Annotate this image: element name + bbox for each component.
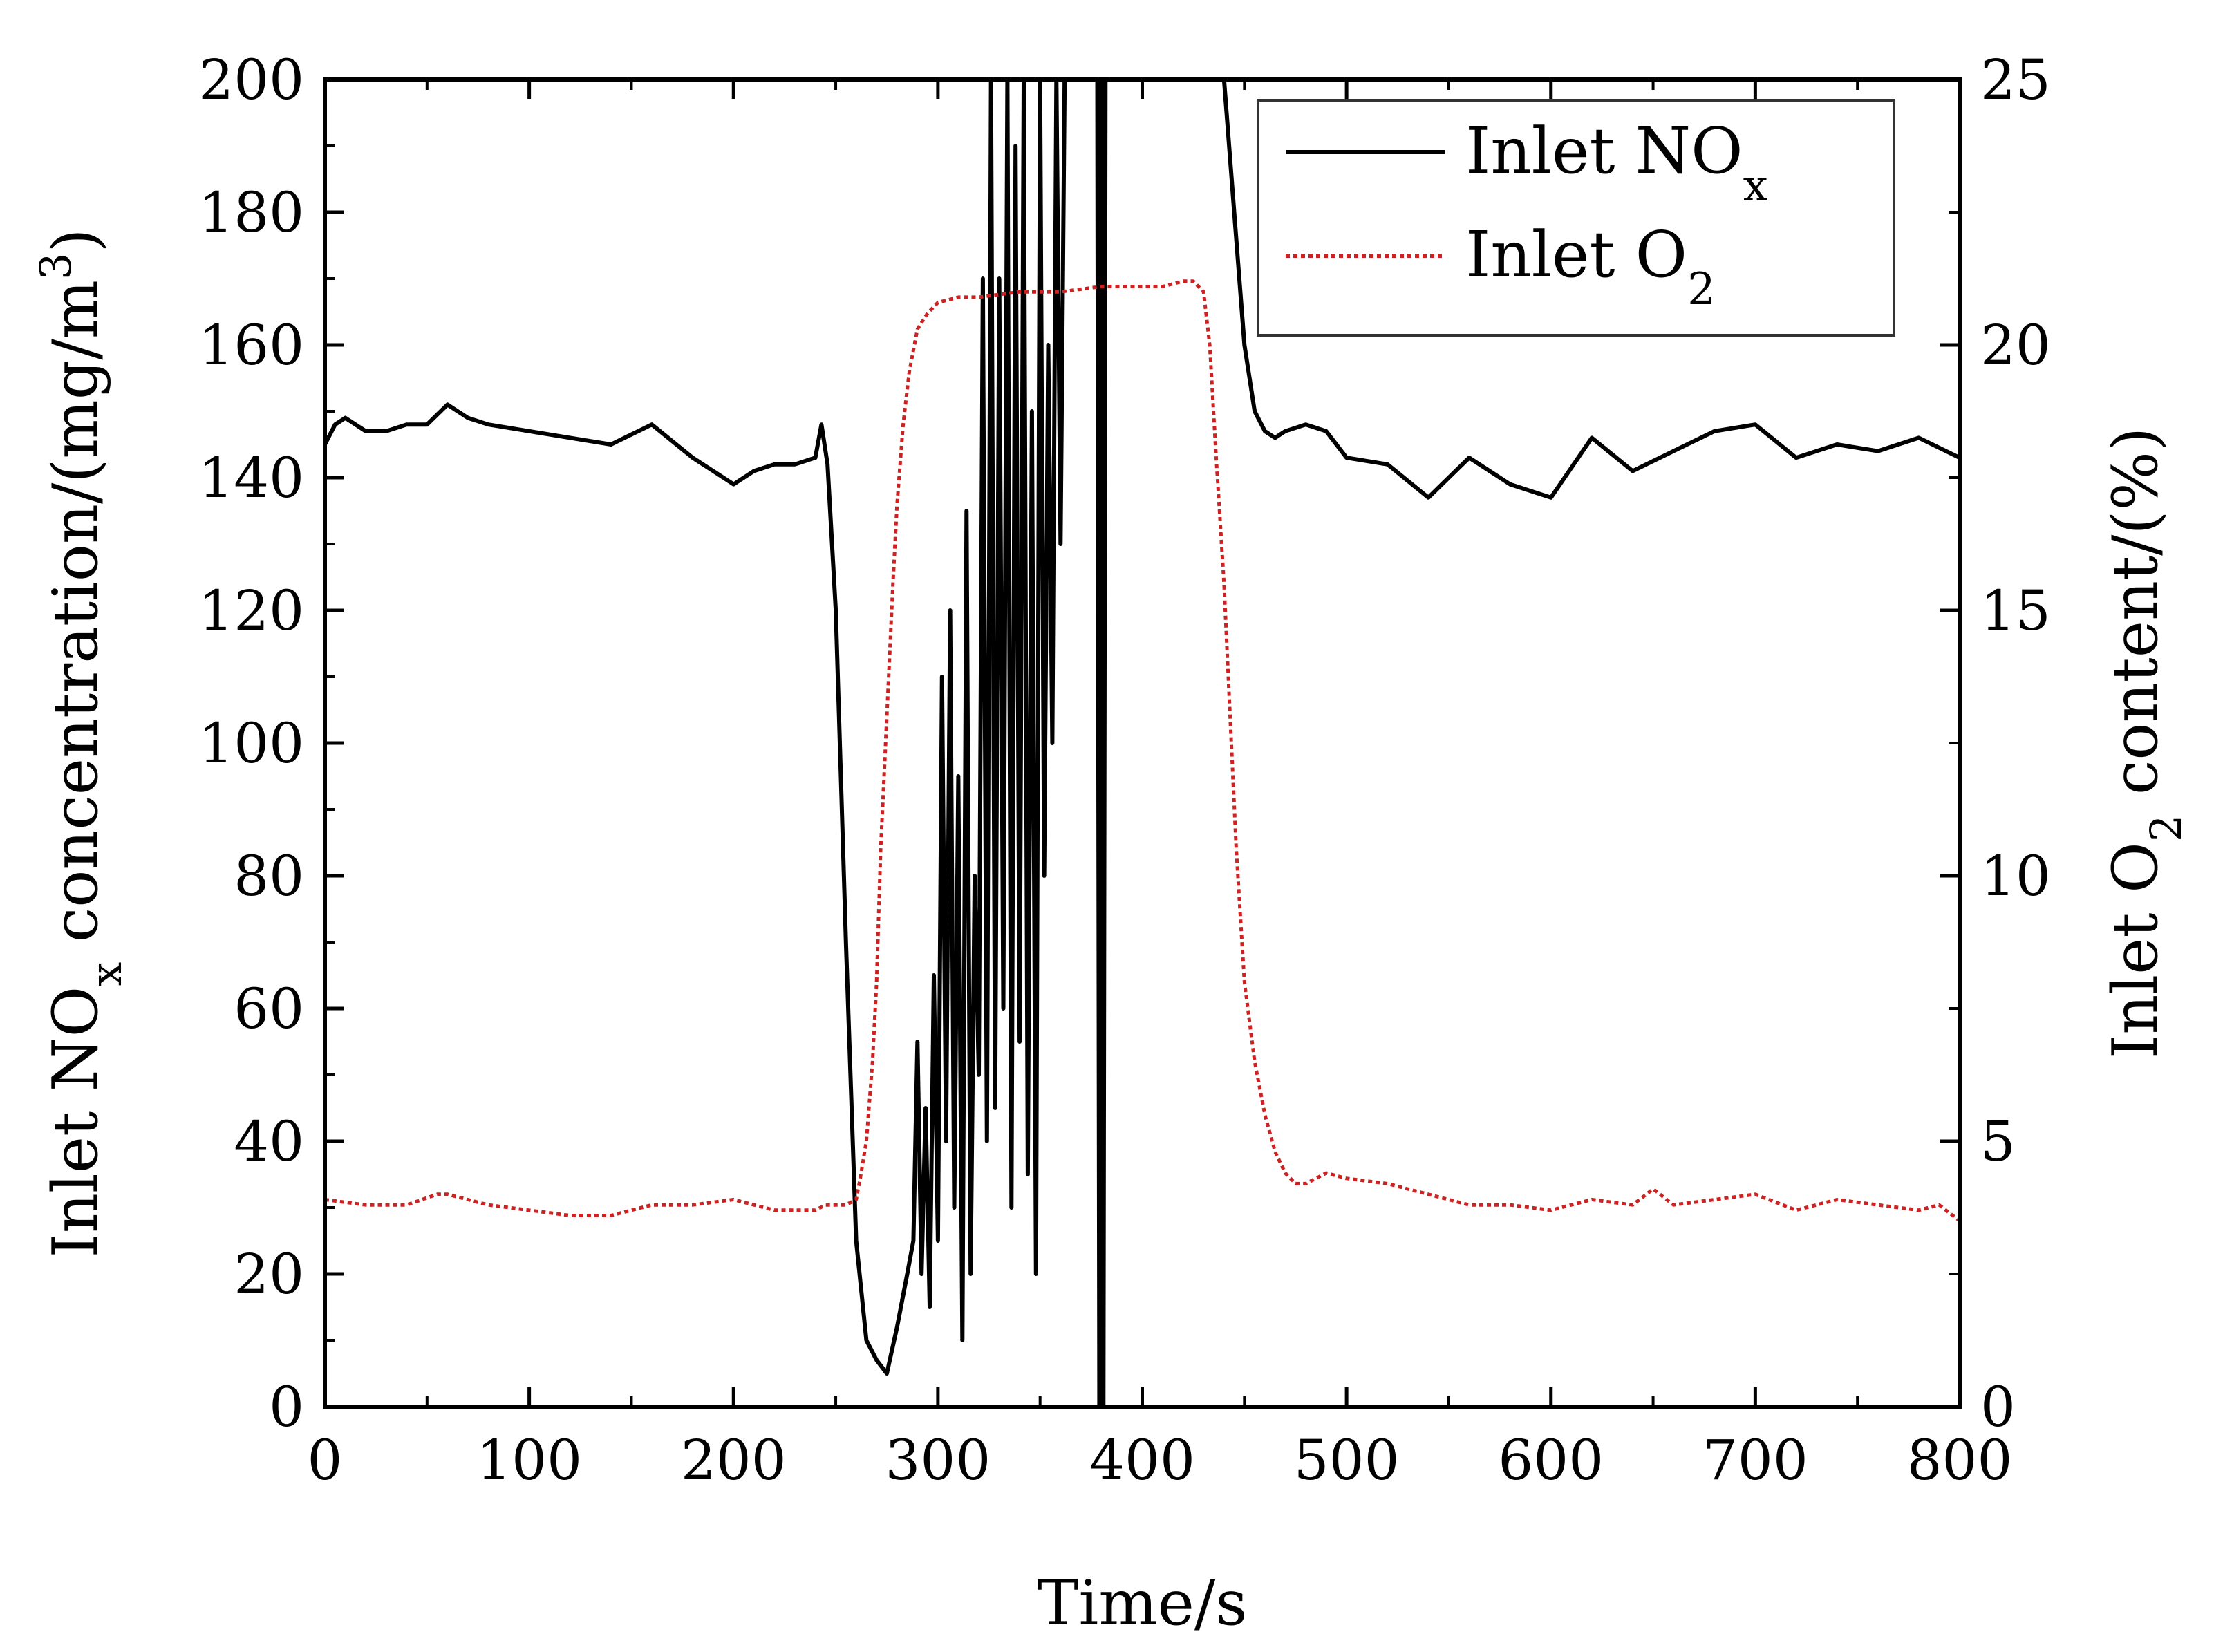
x-tick-label: 100 <box>476 1428 582 1492</box>
y-left-tick-label: 60 <box>234 977 304 1041</box>
y-right-label-sub: 2 <box>2141 815 2191 842</box>
x-tick-label: 400 <box>1089 1428 1195 1492</box>
y-right-tick-label: 20 <box>1980 313 2051 377</box>
y-left-tick-label: 120 <box>198 579 304 643</box>
x-tick-label: 200 <box>681 1428 787 1492</box>
x-tick-label: 600 <box>1498 1428 1604 1492</box>
y-left-tick-label: 180 <box>198 180 304 245</box>
y-right-axis-label: Inlet O2 content/(%) <box>2099 427 2191 1059</box>
y-left-axis-label: Inlet NOx concentration/(mg/m3) <box>30 228 131 1257</box>
x-axis-label: Time/s <box>1038 1567 1248 1640</box>
legend-label-sub: x <box>1743 160 1768 212</box>
y-left-label-sub: x <box>81 962 131 986</box>
y-right-tick-label: 5 <box>1980 1109 2016 1174</box>
y-left-tick-label: 80 <box>234 844 304 908</box>
series-line-inlet-nox <box>325 79 1960 1407</box>
y-right-tick-label: 15 <box>1980 579 2051 643</box>
y-right-tick-label: 0 <box>1980 1375 2016 1439</box>
y-left-tick-label: 40 <box>234 1109 304 1174</box>
y-right-tick-label: 10 <box>1980 844 2051 908</box>
legend-label-inlet-nox: Inlet NOx <box>1465 114 1768 212</box>
y-left-label-part: Inlet NO <box>39 986 112 1258</box>
y-right-label-part: Inlet O <box>2099 842 2172 1059</box>
y-right-label-part: content/(%) <box>2099 427 2172 815</box>
y-left-tick-label: 140 <box>198 446 304 510</box>
legend-label-sub: 2 <box>1687 264 1716 315</box>
x-tick-label: 300 <box>885 1428 991 1492</box>
y-left-axis-label-text: Inlet NOx concentration/(mg/m3) <box>30 228 131 1257</box>
series-line-inlet-o2 <box>325 279 1960 1223</box>
legend-label-inlet-o2: Inlet O2 <box>1465 218 1716 315</box>
y-right-axis-label-text: Inlet O2 content/(%) <box>2099 427 2191 1059</box>
y-left-label-sup: 3 <box>30 253 81 280</box>
x-tick-label: 700 <box>1702 1428 1808 1492</box>
x-tick-label: 0 <box>308 1428 343 1492</box>
legend-label-main: Inlet O <box>1465 218 1687 292</box>
y-left-tick-label: 160 <box>198 313 304 377</box>
y-left-label-part: concentration/(mg/m <box>39 280 112 962</box>
y-left-tick-label: 20 <box>234 1242 304 1306</box>
x-tick-label: 500 <box>1294 1428 1400 1492</box>
y-left-tick-label: 0 <box>269 1375 304 1439</box>
legend-box <box>1257 99 1895 337</box>
y-left-tick-label: 100 <box>198 711 304 776</box>
y-left-tick-label: 200 <box>198 48 304 112</box>
y-right-tick-label: 25 <box>1980 48 2051 112</box>
legend-label-main: Inlet NO <box>1465 114 1743 188</box>
x-tick-label: 800 <box>1907 1428 2013 1492</box>
y-left-label-part: ) <box>39 228 112 252</box>
